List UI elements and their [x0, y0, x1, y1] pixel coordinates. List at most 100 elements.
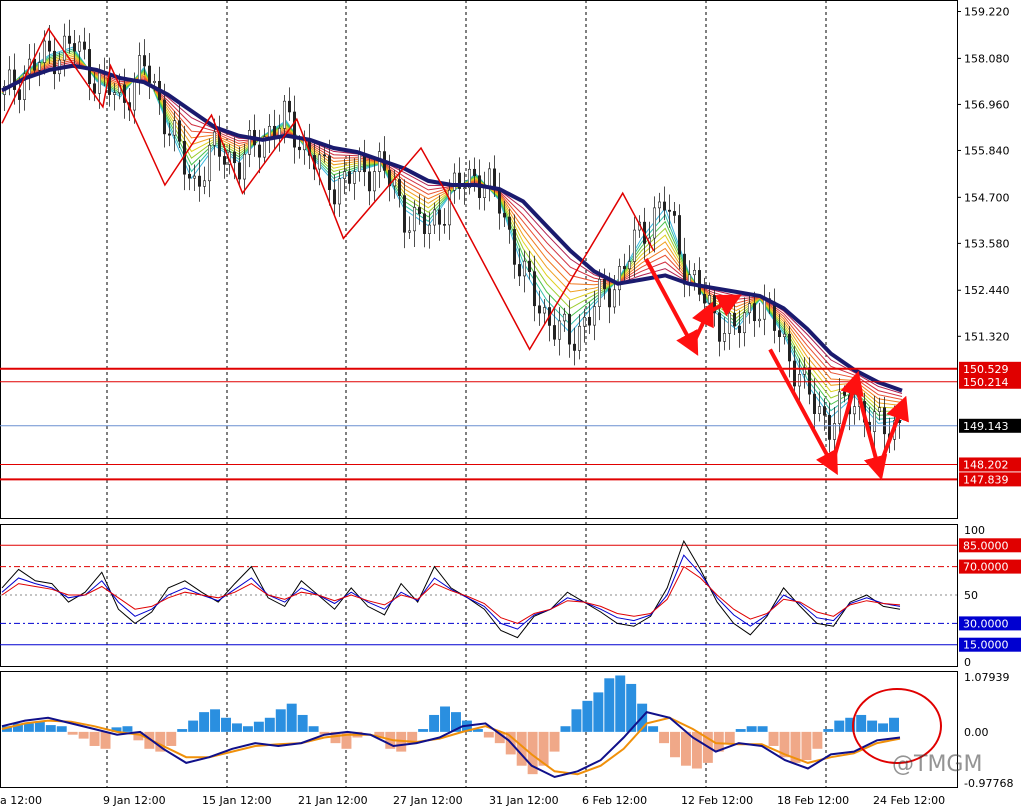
- macd-histogram-bar: [155, 731, 166, 752]
- candle-body: [587, 316, 591, 326]
- macd-histogram-bar: [188, 720, 199, 732]
- price-level-label: 150.214: [963, 376, 1009, 389]
- candle-body: [582, 316, 586, 327]
- x-axis-tick-label: 31 Jan 12:00: [489, 794, 559, 807]
- candle-body: [652, 207, 656, 239]
- candle-body: [352, 171, 356, 184]
- candle-body: [537, 305, 541, 314]
- oscillator-level-label: 30.0000: [963, 617, 1009, 630]
- candle-body: [752, 303, 756, 322]
- candle-body: [472, 168, 476, 177]
- candle-body: [62, 35, 66, 61]
- candle-body: [153, 80, 157, 83]
- candle-body: [462, 187, 466, 190]
- candle-body: [542, 307, 546, 314]
- candle-body: [837, 391, 841, 424]
- candle-body: [502, 212, 506, 218]
- candle-body: [387, 170, 391, 187]
- candle-body: [457, 172, 461, 189]
- candle-body: [447, 189, 451, 226]
- candle-body: [802, 367, 806, 375]
- macd-histogram-bar: [286, 703, 297, 732]
- candle-body: [552, 325, 556, 340]
- x-axis-tick-label: 21 Jan 12:00: [298, 794, 368, 807]
- macd-histogram-bar: [78, 731, 89, 739]
- candle-body: [188, 173, 192, 179]
- candle-body: [432, 209, 436, 226]
- candle-body: [173, 120, 177, 136]
- candle-body: [357, 153, 361, 172]
- candle-body: [737, 325, 741, 334]
- price-axis-tick-label: 154.700: [964, 191, 1010, 204]
- macd-histogram-bar: [768, 731, 779, 746]
- macd-histogram-bar: [100, 731, 111, 749]
- macd-histogram-bar: [34, 721, 45, 732]
- candle-body: [243, 154, 247, 180]
- macd-histogram-bar: [199, 712, 210, 732]
- oscillator-level-label: 85.0000: [963, 539, 1009, 552]
- candle-body: [98, 72, 102, 94]
- candle-body: [213, 131, 217, 146]
- zigzag-line: [1, 27, 655, 351]
- candle-body: [487, 168, 491, 187]
- macd-main-line: [1, 710, 901, 779]
- trend-arrow: [830, 370, 864, 466]
- oscillator-series-line: [1, 554, 901, 630]
- candle-body: [193, 175, 197, 179]
- macd-histogram-bar: [659, 731, 670, 744]
- oscillator-level-tag: [959, 637, 1021, 652]
- candle-body: [218, 131, 222, 157]
- macd-axis-tick-label: -0.97768: [964, 777, 1013, 790]
- candle-body: [203, 180, 207, 187]
- candle-body: [692, 270, 696, 276]
- candle-body: [372, 171, 376, 192]
- macd-histogram-bar: [801, 731, 812, 761]
- candle-body: [597, 278, 601, 307]
- candle-body: [657, 201, 661, 209]
- candle-body: [697, 270, 701, 295]
- oscillator-level-label: 15.0000: [963, 639, 1009, 652]
- macd-histogram-bar: [133, 731, 144, 741]
- candle-body: [682, 253, 686, 285]
- candle-body: [717, 312, 721, 342]
- candle-body: [208, 144, 212, 182]
- candle-body: [83, 41, 87, 50]
- candle-body: [567, 313, 571, 345]
- macd-histogram-bar: [648, 726, 659, 732]
- price-axis-tick-label: 159.220: [964, 6, 1010, 19]
- trend-arrow: [644, 258, 699, 356]
- trend-arrow: [690, 301, 714, 347]
- candle-body: [332, 189, 336, 205]
- candle-body: [42, 40, 46, 63]
- candle-body: [532, 271, 536, 307]
- candle-body: [407, 230, 411, 233]
- x-axis-tick-label: 24 Feb 12:00: [873, 794, 945, 807]
- trend-arrow: [853, 381, 888, 481]
- macd-histogram-bar: [440, 706, 450, 732]
- macd-histogram-bar: [210, 709, 221, 732]
- x-axis-tick-label: 12 Feb 12:00: [681, 794, 753, 807]
- macd-histogram-bar: [122, 726, 133, 732]
- oscillator-axis-tick-label: 100: [964, 524, 985, 537]
- candle-body: [138, 55, 142, 81]
- candle-body: [233, 151, 237, 164]
- price-axis-tick-label: 156.960: [964, 98, 1010, 111]
- macd-histogram-bar: [790, 731, 801, 763]
- x-axis-tick-label: 6 Feb 12:00: [582, 794, 647, 807]
- candle-body: [223, 156, 227, 165]
- macd-histogram-bar: [724, 731, 735, 744]
- macd-histogram-bar: [527, 731, 538, 775]
- candle-body: [852, 406, 856, 415]
- macd-histogram-bar: [604, 678, 615, 732]
- macd-histogram-bar: [867, 720, 878, 732]
- macd-histogram-bar: [878, 723, 889, 732]
- macd-histogram-bar: [746, 726, 757, 732]
- trend-arrow: [876, 395, 909, 470]
- macd-histogram-bar: [231, 723, 242, 732]
- macd-histogram-bar: [516, 731, 527, 766]
- price-level-tag: [959, 457, 1021, 472]
- macd-histogram-bar: [242, 726, 253, 732]
- candle-body: [777, 330, 781, 337]
- macd-histogram-bar: [67, 731, 78, 735]
